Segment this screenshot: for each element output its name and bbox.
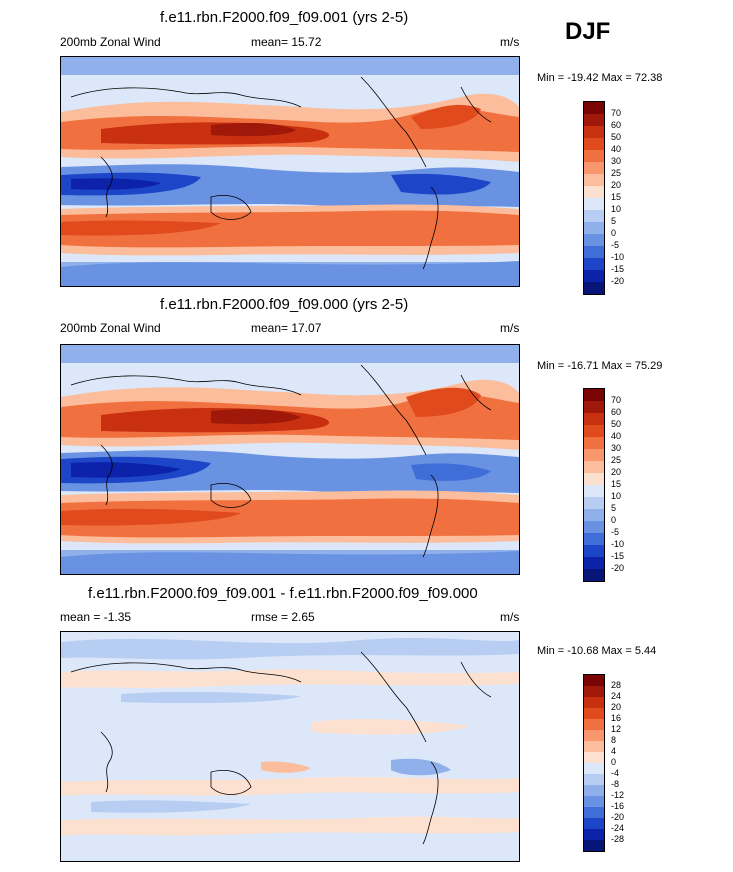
panel-3-level: 24 bbox=[611, 691, 622, 701]
panel-3-level: 20 bbox=[611, 702, 622, 712]
panel-1-level: 5 bbox=[611, 216, 617, 226]
panel-2-level: 10 bbox=[611, 491, 622, 501]
panel-2-level: 30 bbox=[611, 443, 622, 453]
panel-2-level: 5 bbox=[611, 503, 617, 513]
panel-3-minmax: Min = -10.68 Max = 5.44 bbox=[537, 645, 657, 657]
panel-1-level: -10 bbox=[611, 252, 625, 262]
panel-1-mean-label: mean= 15.72 bbox=[251, 35, 322, 49]
panel-1-level: 30 bbox=[611, 156, 622, 166]
panel-3-level: 28 bbox=[611, 680, 622, 690]
panel-1-map bbox=[60, 56, 520, 287]
panel-3-level: -8 bbox=[611, 779, 620, 789]
panel-1-level: -5 bbox=[611, 240, 620, 250]
panel-3-level: 12 bbox=[611, 724, 622, 734]
panel-3-field bbox=[61, 632, 519, 861]
panel-3-level: 4 bbox=[611, 746, 617, 756]
panel-3-level: 0 bbox=[611, 757, 617, 767]
panel-2-level: -10 bbox=[611, 539, 625, 549]
panel-2-level: 25 bbox=[611, 455, 622, 465]
panel-1-level: 40 bbox=[611, 144, 622, 154]
panel-1-level: 70 bbox=[611, 108, 622, 118]
panel-1-units-label: m/s bbox=[500, 35, 520, 49]
panel-3-map bbox=[60, 631, 520, 862]
season-label: DJF bbox=[565, 18, 611, 45]
panel-3-title: f.e11.rbn.F2000.f09_f09.001 - f.e11.rbn.… bbox=[88, 585, 478, 602]
panel-2-level: -20 bbox=[611, 563, 625, 573]
panel-2-level: 60 bbox=[611, 407, 622, 417]
panel-3-level: -4 bbox=[611, 768, 620, 778]
panel-3-mean-label: mean = -1.35 bbox=[60, 610, 132, 624]
panel-3-level: -24 bbox=[611, 823, 625, 833]
panel-2-level: 0 bbox=[611, 515, 617, 525]
panel-1-field bbox=[61, 57, 519, 286]
panel-2-map bbox=[60, 344, 520, 575]
panel-1-level: 10 bbox=[611, 204, 622, 214]
panel-2-level: 15 bbox=[611, 479, 622, 489]
panel-1-level: 20 bbox=[611, 180, 622, 190]
panel-2-mean-label: mean= 17.07 bbox=[251, 321, 322, 335]
panel-3-level: 8 bbox=[611, 735, 617, 745]
panel-3-level: -28 bbox=[611, 834, 625, 844]
panel-3-rmse-label: rmse = 2.65 bbox=[251, 610, 315, 624]
panel-2-level: -5 bbox=[611, 527, 620, 537]
panel-1-colorbar bbox=[583, 101, 605, 295]
panel-2-variable-label: 200mb Zonal Wind bbox=[60, 321, 161, 335]
panel-2-colorbar bbox=[583, 388, 605, 582]
panel-2-level: -15 bbox=[611, 551, 625, 561]
panel-2-units-label: m/s bbox=[500, 321, 520, 335]
panel-3-level: -20 bbox=[611, 812, 625, 822]
panel-1-level: 15 bbox=[611, 192, 622, 202]
panel-3-colorbar bbox=[583, 674, 605, 852]
panel-1-level: 25 bbox=[611, 168, 622, 178]
panel-1-level: 0 bbox=[611, 228, 617, 238]
panel-2-minmax: Min = -16.71 Max = 75.29 bbox=[537, 360, 663, 372]
panel-1-variable-label: 200mb Zonal Wind bbox=[60, 35, 161, 49]
panel-2-field bbox=[61, 345, 519, 574]
panel-1-level: 60 bbox=[611, 120, 622, 130]
panel-1-minmax: Min = -19.42 Max = 72.38 bbox=[537, 72, 663, 84]
panel-3-level: -16 bbox=[611, 801, 625, 811]
panel-2-level: 70 bbox=[611, 395, 622, 405]
panel-1-title: f.e11.rbn.F2000.f09_f09.001 (yrs 2-5) bbox=[160, 9, 409, 26]
panel-2-level: 20 bbox=[611, 467, 622, 477]
panel-2-level: 50 bbox=[611, 419, 622, 429]
panel-1-level: -20 bbox=[611, 276, 625, 286]
panel-2-title: f.e11.rbn.F2000.f09_f09.000 (yrs 2-5) bbox=[160, 296, 409, 313]
panel-3-level: -12 bbox=[611, 790, 625, 800]
panel-1-level: -15 bbox=[611, 264, 625, 274]
panel-3-level: 16 bbox=[611, 713, 622, 723]
panel-2-level: 40 bbox=[611, 431, 622, 441]
panel-1-level: 50 bbox=[611, 132, 622, 142]
panel-3-units-label: m/s bbox=[500, 610, 520, 624]
